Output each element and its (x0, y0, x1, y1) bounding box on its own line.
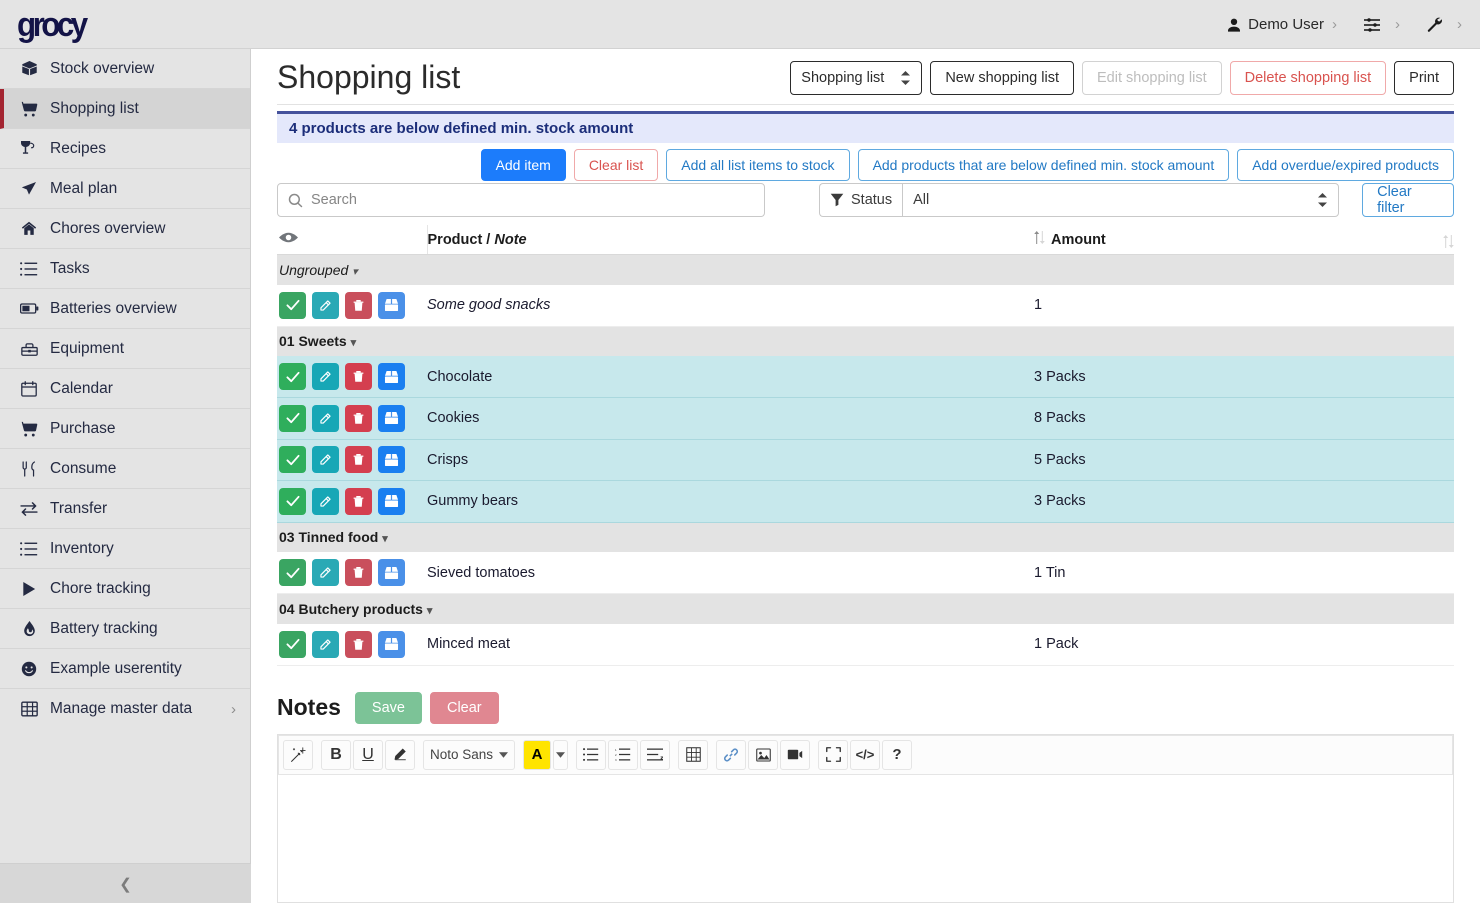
svg-text:1: 1 (615, 748, 617, 752)
svg-text:3: 3 (615, 758, 617, 761)
svg-text:2: 2 (615, 753, 617, 757)
